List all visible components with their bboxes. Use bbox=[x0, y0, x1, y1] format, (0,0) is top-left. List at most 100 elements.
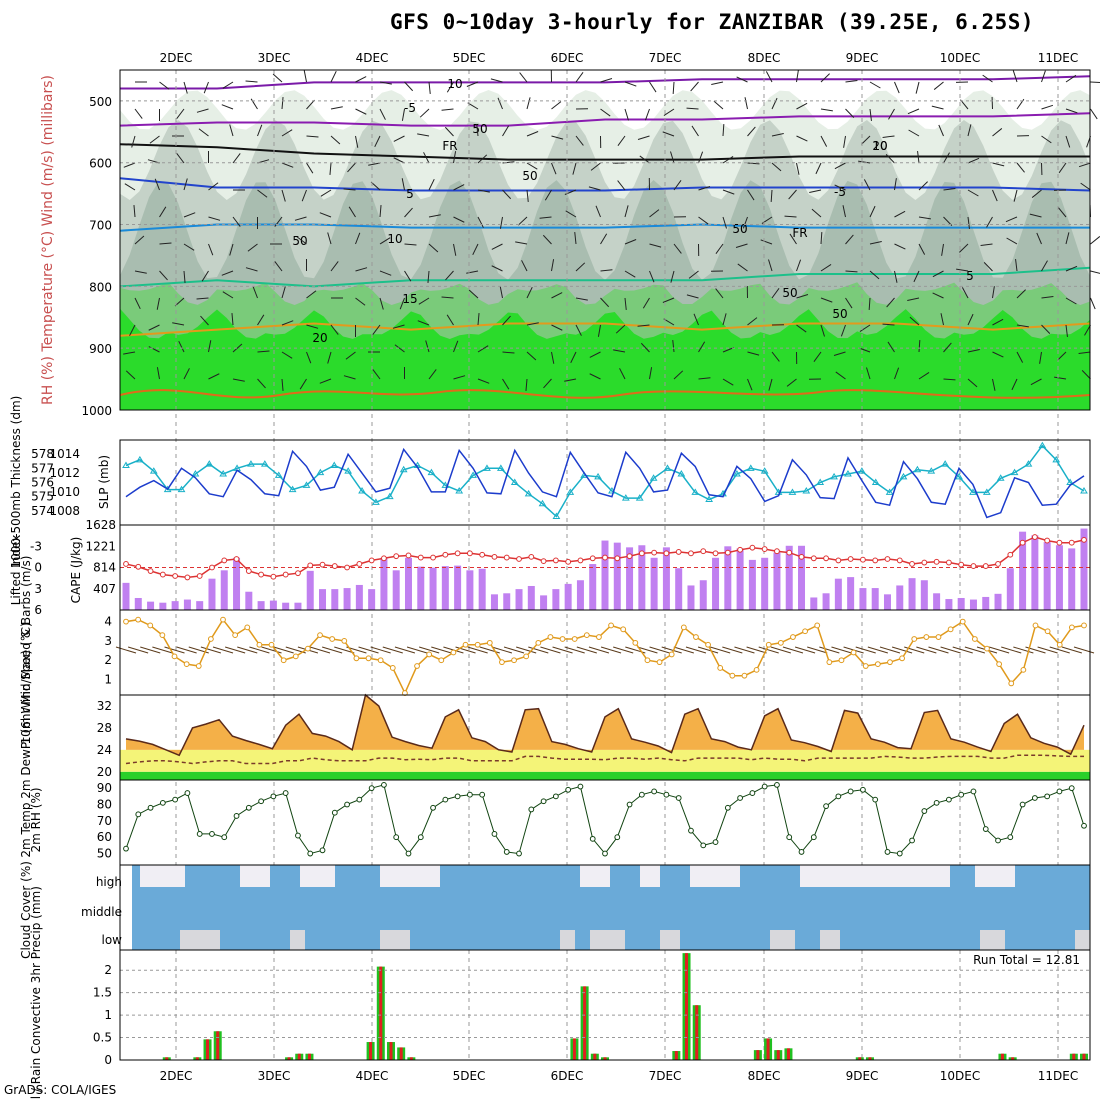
wind-speed-point bbox=[959, 618, 966, 625]
wind-barb bbox=[690, 81, 699, 92]
wind-barb-10m bbox=[855, 646, 876, 654]
rh-point bbox=[282, 790, 289, 796]
wind-barb-10m bbox=[224, 646, 246, 654]
lifted-index-point bbox=[552, 557, 559, 564]
cape-bar bbox=[404, 557, 412, 610]
cape-bar bbox=[798, 545, 806, 610]
wind-barb bbox=[1054, 376, 1067, 380]
wind-speed-point bbox=[135, 616, 142, 623]
wind-speed-point bbox=[996, 661, 1003, 667]
lifted-index-point bbox=[614, 555, 621, 562]
thickness-point bbox=[163, 485, 172, 493]
wind-barb-10m bbox=[758, 646, 779, 654]
rh-point bbox=[1031, 795, 1038, 801]
wind-barb bbox=[1078, 351, 1091, 354]
wind-barb bbox=[379, 270, 392, 276]
wind-barb bbox=[722, 156, 734, 164]
precip-bar-convective bbox=[399, 1047, 403, 1060]
lifted-index-point bbox=[466, 550, 473, 557]
wind-barb-10m bbox=[467, 646, 488, 654]
wind-barb-10m bbox=[649, 646, 670, 654]
wind-barb bbox=[711, 81, 724, 85]
wind-speed-point bbox=[268, 641, 275, 648]
wind-barb bbox=[722, 123, 725, 137]
rh-point bbox=[430, 804, 436, 811]
x-tick-bottom: 6DEC bbox=[551, 1069, 584, 1083]
rh-point bbox=[737, 795, 744, 801]
thickness-point bbox=[871, 478, 880, 485]
wind-barb bbox=[294, 216, 307, 221]
wind-barb bbox=[986, 216, 993, 228]
lifted-index-point bbox=[921, 559, 928, 566]
wind-barb bbox=[747, 351, 760, 356]
wind-barb bbox=[159, 81, 170, 90]
wind-barb bbox=[392, 324, 405, 329]
thickness-point bbox=[552, 512, 561, 519]
thickness-point bbox=[260, 460, 269, 467]
wind-speed-point bbox=[1032, 622, 1039, 629]
wind-barb bbox=[868, 297, 871, 311]
wind-barb bbox=[597, 324, 601, 337]
thickness-point bbox=[510, 478, 519, 485]
lifted-index-point bbox=[565, 558, 572, 565]
contour-label: -5 bbox=[834, 185, 846, 199]
lifted-index-point bbox=[872, 557, 879, 564]
thickness-point bbox=[760, 467, 769, 474]
wind-barb bbox=[1081, 370, 1091, 380]
lifted-index-point bbox=[368, 557, 375, 564]
wind-barb bbox=[943, 152, 950, 164]
cloud-high-block bbox=[380, 865, 440, 887]
wind-barb bbox=[1058, 207, 1067, 218]
wind-barb bbox=[894, 210, 906, 218]
wind-barb bbox=[796, 70, 799, 83]
wind-barb bbox=[281, 320, 294, 326]
wind-barb bbox=[1065, 324, 1068, 337]
lifted-index-point bbox=[626, 553, 633, 560]
wind-barb bbox=[542, 234, 552, 245]
thickness-point bbox=[288, 485, 297, 493]
y-tick-precip: 1 bbox=[104, 1008, 112, 1022]
rh-point bbox=[172, 796, 179, 803]
wind-barb bbox=[497, 97, 503, 110]
wind-barb bbox=[159, 242, 172, 245]
rh-point bbox=[344, 801, 350, 808]
cape-bar bbox=[945, 599, 953, 610]
wind-barb bbox=[845, 80, 858, 83]
wind-speed-point bbox=[207, 636, 214, 642]
lifted-index-point bbox=[295, 570, 301, 577]
wind-speed-point bbox=[123, 618, 129, 625]
wind-barb bbox=[982, 74, 993, 83]
wind-barb bbox=[1090, 108, 1098, 120]
wind-barb bbox=[428, 178, 435, 191]
rh-point bbox=[209, 831, 215, 837]
contour-label: 10 bbox=[387, 232, 402, 246]
wind-barb-10m bbox=[794, 646, 816, 654]
wind-speed-point bbox=[377, 657, 384, 664]
rh-point bbox=[516, 850, 522, 857]
wind-barb bbox=[445, 270, 454, 281]
wind-barb bbox=[715, 288, 724, 299]
wind-barb bbox=[662, 131, 675, 137]
rh-point bbox=[847, 788, 854, 795]
cape-bar bbox=[613, 542, 621, 610]
contour-label: 50 bbox=[782, 286, 797, 300]
wind-barb bbox=[476, 124, 479, 137]
wind-barb-10m bbox=[746, 646, 767, 654]
wind-barb bbox=[866, 367, 871, 380]
wind-barb bbox=[345, 351, 356, 360]
cape-bar bbox=[589, 564, 597, 610]
cape-bar bbox=[147, 601, 155, 610]
wind-speed-point bbox=[1020, 666, 1027, 673]
thickness-point bbox=[136, 455, 144, 463]
wind-barb bbox=[992, 189, 998, 202]
rh-point bbox=[147, 804, 154, 811]
wind-barb bbox=[564, 378, 577, 382]
wind-barb bbox=[148, 324, 160, 331]
rh-point bbox=[233, 813, 240, 819]
lifted-index-point bbox=[823, 555, 829, 562]
wind-barb bbox=[417, 320, 430, 326]
wind-barb bbox=[820, 108, 833, 112]
precip-bar-convective bbox=[766, 1038, 770, 1060]
wind-barb bbox=[698, 216, 709, 225]
wind-barb bbox=[869, 241, 882, 245]
